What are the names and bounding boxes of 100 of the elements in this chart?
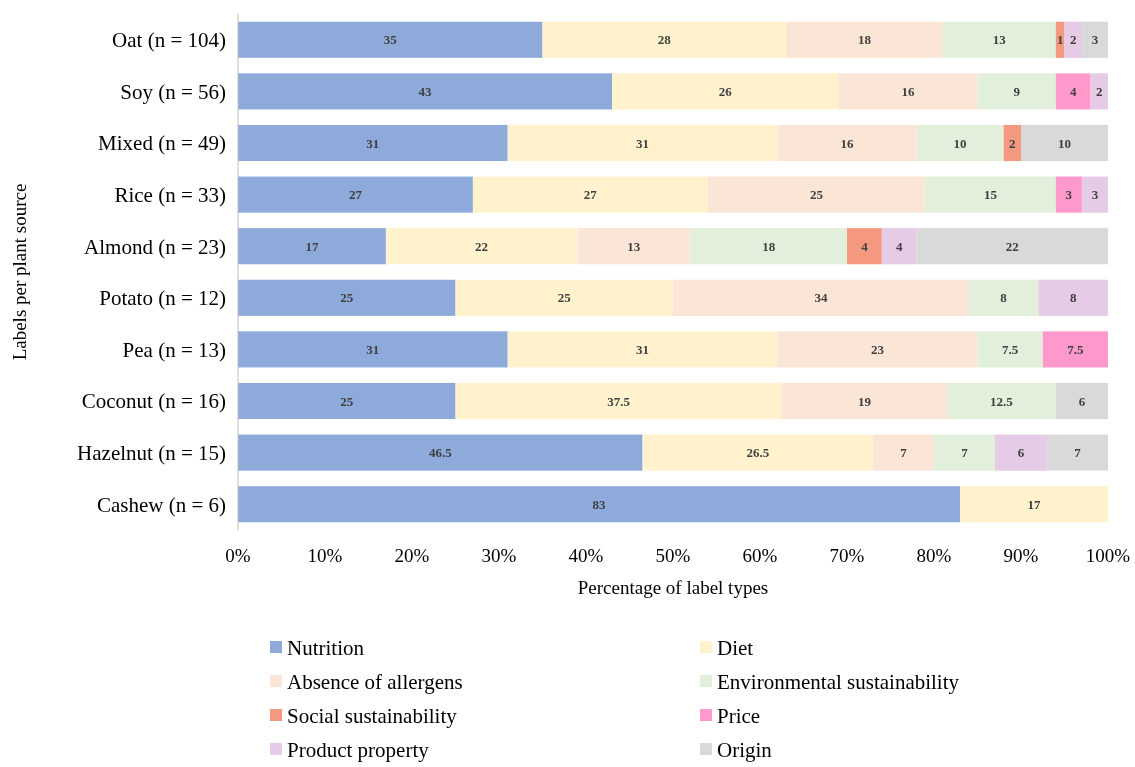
data-label: 6 — [1078, 393, 1086, 409]
data-label: 22 — [475, 238, 489, 254]
bar — [238, 21, 543, 58]
data-label: 22 — [1005, 238, 1019, 254]
data-label: 18 — [762, 238, 776, 254]
x-tick-label: 10% — [307, 545, 343, 566]
bar — [777, 331, 978, 368]
bar — [1081, 21, 1108, 58]
data-label: 35 — [383, 32, 398, 48]
data-label: 25 — [810, 187, 824, 203]
bar — [673, 279, 969, 316]
data-label: 43 — [418, 83, 433, 99]
y-tick-label: Potato (n = 12) — [99, 286, 227, 311]
bar — [1055, 73, 1091, 110]
legend-label: Diet — [717, 636, 754, 661]
data-label: 7.5 — [1067, 341, 1084, 357]
data-label: 83 — [592, 496, 607, 512]
data-label: 23 — [870, 341, 885, 357]
data-label: 27 — [348, 187, 363, 203]
bar — [781, 382, 948, 420]
x-tick-label: 50% — [655, 545, 691, 566]
y-tick-label: Mixed (n = 49) — [98, 131, 226, 156]
data-label: 13 — [627, 238, 641, 254]
data-label: 25 — [340, 393, 354, 409]
data-label: 17 — [1027, 496, 1042, 512]
data-label: 19 — [857, 393, 872, 409]
bar — [1038, 279, 1108, 316]
bar — [1055, 21, 1065, 58]
data-label: 27 — [583, 187, 598, 203]
bar — [916, 228, 1108, 265]
data-label: 3 — [1091, 187, 1099, 203]
bar — [1003, 124, 1021, 162]
bar — [612, 73, 839, 110]
y-tick-label: Soy (n = 56) — [120, 79, 226, 104]
x-tick-label: 90% — [1003, 545, 1039, 566]
y-tick-label: Hazelnut (n = 15) — [77, 440, 226, 465]
y-axis-title: Labels per plant source — [9, 183, 30, 361]
legend-label: Price — [717, 704, 761, 729]
data-label: 25 — [557, 290, 572, 306]
bar — [238, 382, 456, 420]
data-label: 6 — [1017, 445, 1025, 461]
bar — [838, 73, 978, 110]
bar — [994, 434, 1048, 471]
bar — [507, 331, 778, 368]
bar — [1090, 73, 1108, 110]
legend-label: Nutrition — [287, 636, 365, 661]
data-label: 28 — [657, 32, 672, 48]
x-axis-title: Percentage of label types — [577, 577, 769, 598]
data-label: 10 — [953, 135, 967, 151]
data-label: 10 — [1058, 135, 1071, 151]
data-label: 25 — [340, 290, 354, 306]
data-label: 3 — [1091, 32, 1099, 48]
data-label: 3 — [1065, 187, 1073, 203]
bar — [1021, 124, 1108, 162]
bar — [942, 21, 1056, 58]
bar — [881, 228, 917, 265]
data-label: 4 — [895, 238, 903, 254]
legend-label: Environmental sustainability — [717, 670, 960, 695]
data-label: 37.5 — [607, 393, 631, 409]
x-tick-label: 100% — [1085, 545, 1131, 566]
bar — [777, 124, 917, 162]
y-tick-label: Rice (n = 33) — [114, 182, 227, 207]
x-tick-label: 70% — [829, 545, 865, 566]
legend-label: Social sustainability — [287, 704, 458, 729]
x-tick-label: 0% — [225, 545, 251, 566]
data-label: 7.5 — [1002, 341, 1019, 357]
bar — [977, 331, 1043, 368]
bar — [968, 279, 1039, 316]
bar — [707, 176, 926, 213]
bar — [873, 434, 934, 471]
legend-label: Origin — [717, 738, 773, 763]
data-label: 31 — [636, 135, 650, 151]
bar — [690, 228, 847, 265]
x-tick-label: 60% — [742, 545, 778, 566]
data-label: 1 — [1056, 32, 1064, 48]
y-tick-label: Oat (n = 104) — [112, 28, 226, 53]
y-tick-label: Coconut (n = 16) — [81, 389, 226, 414]
y-tick-label: Cashew (n = 6) — [96, 492, 226, 517]
data-label: 2 — [1096, 83, 1103, 99]
bar — [238, 73, 613, 110]
bar — [934, 434, 995, 471]
data-label: 7 — [900, 445, 908, 461]
bar — [947, 382, 1056, 420]
bar — [1042, 331, 1108, 368]
data-label: 16 — [840, 135, 854, 151]
data-label: 9 — [1013, 83, 1021, 99]
data-label: 8 — [1069, 290, 1077, 306]
data-label: 31 — [636, 341, 650, 357]
x-tick-label: 30% — [481, 545, 517, 566]
bar — [1064, 21, 1082, 58]
bar — [472, 176, 708, 213]
bar — [1055, 382, 1108, 420]
y-tick-label: Almond (n = 23) — [84, 234, 226, 259]
bar — [238, 279, 456, 316]
bar — [642, 434, 874, 471]
data-label: 26 — [718, 83, 733, 99]
legend-label: Product property — [287, 738, 430, 763]
bar — [455, 382, 782, 420]
data-label: 2 — [1009, 135, 1016, 151]
bar — [1055, 176, 1082, 213]
